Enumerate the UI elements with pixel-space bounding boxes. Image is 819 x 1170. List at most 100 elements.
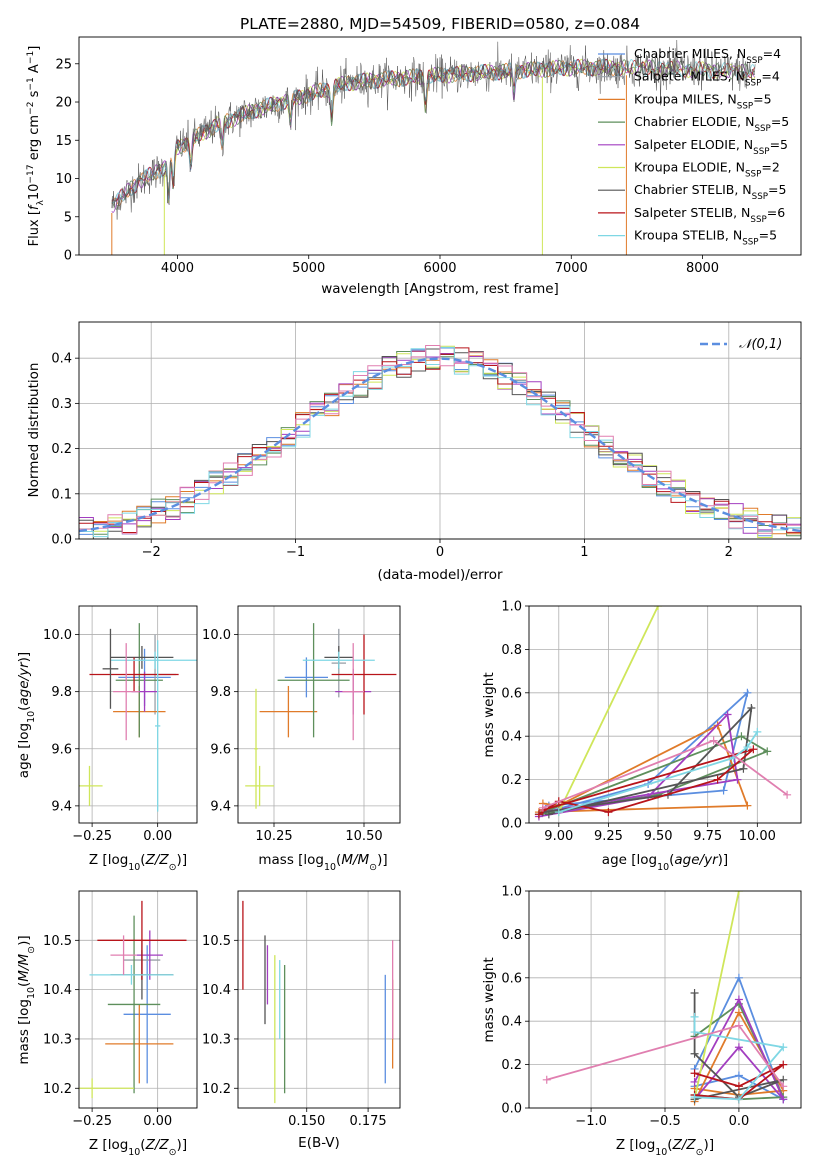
x-tick-label: 0.00	[143, 829, 172, 844]
error-bars	[242, 900, 394, 1104]
weight-marker	[743, 743, 752, 752]
legend-entry: 𝒩(0,1)	[739, 337, 782, 352]
panel-age_vs_mass: 10.25 10.50 9.4 9.6 9.8 10.0 mass [log10(M/M⊙)…	[202, 605, 401, 873]
weight-marker	[743, 688, 752, 697]
weight-marker	[690, 1012, 699, 1021]
weight-marker	[719, 786, 728, 795]
weight-marker	[554, 808, 563, 817]
y-axis-label: mass weight	[481, 672, 497, 757]
weight-marker	[542, 1075, 551, 1084]
weight-marker	[779, 1043, 788, 1052]
weight-marker	[783, 790, 792, 799]
axes-frame	[78, 890, 198, 1109]
weight-marker	[734, 1043, 743, 1052]
grid	[79, 891, 197, 1108]
gaussian-reference-curve	[79, 357, 801, 533]
weight-marker	[734, 1021, 743, 1030]
weight-marker	[733, 775, 742, 784]
y-axis-label: mass weight	[481, 957, 497, 1042]
x-tick-label: 0	[436, 545, 444, 560]
x-tick-label: 9.25	[594, 829, 623, 844]
y-tick-label: 0.6	[501, 971, 522, 986]
weight-marker	[763, 747, 772, 756]
y-tick-label: 10.5	[202, 934, 231, 949]
spectrum-lines	[111, 39, 756, 255]
x-axis-label: Z [log10(Z/Z⊙)]	[89, 852, 187, 873]
x-tick-label: 9.50	[644, 829, 673, 844]
grid	[79, 606, 197, 823]
x-tick-label: 6000	[423, 261, 456, 276]
panel-age_vs_Z: −0.25 0.00 9.4 9.6 9.8 10.0 Z [log10(Z/Z⊙)] age…	[16, 605, 198, 873]
axes-frame	[528, 890, 802, 1109]
y-tick-label: 1.0	[501, 885, 522, 900]
legend-entry: Kroupa STELIB, NSSP=5	[634, 228, 777, 248]
weight-marker	[690, 1093, 699, 1102]
x-tick-label: −2	[142, 545, 161, 560]
weight-marker	[734, 891, 743, 895]
y-tick-label: 1.0	[501, 600, 522, 615]
x-tick-label: −0.25	[72, 1114, 112, 1129]
x-axis-label: wavelength [Angstrom, rest frame]	[321, 281, 559, 297]
x-axis-label: mass [log10(M/M⊙)]	[258, 852, 387, 873]
x-tick-label: 7000	[555, 261, 588, 276]
legend-entry: Chabrier STELIB, NSSP=5	[634, 182, 786, 202]
y-tick-label: 10.2	[202, 1082, 231, 1097]
y-axis-label: age [log10(age/yr)]	[16, 652, 37, 778]
error-bars	[245, 623, 397, 809]
y-tick-label: 10.0	[202, 628, 231, 643]
axes-frame	[78, 605, 198, 824]
chart-title: PLATE=2880, MJD=54509, FIBERID=0580, z=0…	[240, 15, 640, 33]
legend-entry: Chabrier ELODIE, NSSP=5	[634, 114, 789, 134]
weight-marker	[734, 1095, 743, 1104]
y-tick-label: 5	[64, 210, 72, 225]
weight-lines	[542, 891, 788, 1106]
y-tick-label: 0.0	[501, 1102, 522, 1117]
y-tick-label: 15	[55, 134, 72, 149]
weight-marker	[534, 810, 543, 819]
weight-marker	[749, 745, 758, 754]
panel-residuals: −2 −1 0 1 2 0.0 0.1 0.2 0.3 0.4 (data-model)/error…	[26, 321, 802, 583]
weight-marker	[690, 1049, 699, 1058]
weight-marker	[723, 710, 732, 719]
weight-series	[558, 731, 759, 813]
weight-marker	[747, 703, 756, 712]
x-tick-label: 2	[725, 545, 733, 560]
weight-marker	[734, 995, 743, 1004]
y-tick-label: 0.8	[501, 928, 522, 943]
grid	[238, 606, 400, 823]
y-axis-label: mass [log10(M/M⊙)]	[16, 935, 37, 1064]
weight-marker	[734, 973, 743, 982]
axes-frame	[78, 321, 802, 540]
legend-entry: Salpeter STELIB, NSSP=6	[634, 205, 785, 225]
x-tick-label: 4000	[161, 261, 194, 276]
panel-weight_vs_Z: −1.0 −0.5 0.0 0.0 0.2 0.4 0.6 0.8 1.0 Z [log10(Z/…	[481, 885, 802, 1158]
x-tick-label: 0.0	[729, 1114, 750, 1129]
weight-marker	[743, 801, 752, 810]
weight-marker	[709, 736, 718, 745]
x-tick-label: 1	[580, 545, 588, 560]
weight-marker	[713, 775, 722, 784]
y-tick-label: 9.8	[210, 685, 231, 700]
y-tick-label: 0.4	[501, 1015, 522, 1030]
y-tick-label: 0.1	[51, 487, 72, 502]
weight-lines	[534, 606, 792, 821]
histogram-series	[79, 345, 801, 535]
weight-marker	[734, 1008, 743, 1017]
y-tick-label: 0.0	[51, 533, 72, 548]
weight-marker	[604, 808, 613, 817]
y-tick-label: 0.4	[501, 730, 522, 745]
y-tick-label: 9.4	[51, 799, 72, 814]
legend-entry: Salpeter ELODIE, NSSP=5	[634, 137, 788, 157]
x-tick-label: 10.50	[345, 829, 382, 844]
legend-entry: Salpeter MILES, NSSP=4	[634, 69, 780, 89]
axes-frame	[237, 890, 401, 1109]
y-tick-label: 10.4	[43, 983, 72, 998]
x-axis-label: Z [log10(Z/Z⊙)]	[89, 1137, 187, 1158]
legend: Chabrier MILES, NSSP=4 Salpeter MILES, NS…	[598, 46, 789, 248]
y-tick-label: 10.5	[43, 934, 72, 949]
x-tick-label: 10.25	[255, 829, 292, 844]
weight-marker	[779, 1082, 788, 1091]
panel-mass_vs_EBV: 0.150 0.175 10.2 10.3 10.4 10.5 E(B-V)	[202, 890, 401, 1151]
y-tick-label: 0.4	[51, 352, 72, 367]
